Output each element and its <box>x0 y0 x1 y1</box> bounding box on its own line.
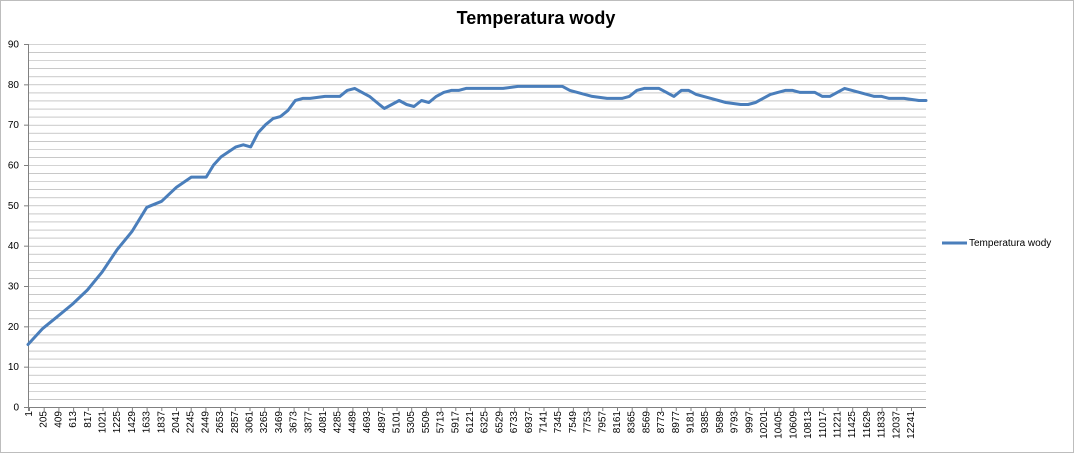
x-tick-label: 5509 <box>421 411 432 434</box>
x-tick-label: 11425 <box>847 411 858 439</box>
x-tick-label: 1 <box>24 411 35 417</box>
x-tick-label: 2653 <box>215 411 226 434</box>
x-tick-label: 2449 <box>200 411 211 434</box>
x-tick-label: 9793 <box>730 411 741 434</box>
x-tick-label: 7345 <box>553 411 564 434</box>
x-tick-label: 4897 <box>377 411 388 434</box>
y-tick-label: 40 <box>8 241 20 252</box>
legend-label: Temperatura wody <box>969 238 1051 249</box>
x-tick-label: 205 <box>39 411 50 428</box>
x-tick-label: 9997 <box>744 411 755 434</box>
x-tick-label: 10609 <box>788 411 799 439</box>
x-tick-label: 3877 <box>303 411 314 434</box>
x-tick-label: 7549 <box>568 411 579 434</box>
x-tick-label: 5305 <box>406 411 417 434</box>
gridlines <box>28 44 926 400</box>
x-tick-label: 6733 <box>509 411 520 434</box>
x-tick-label: 9385 <box>700 411 711 434</box>
legend: Temperatura wody <box>942 238 1051 249</box>
x-tick-label: 4081 <box>318 411 329 434</box>
x-tick-label: 2245 <box>186 411 197 434</box>
y-tick-label: 70 <box>8 120 20 131</box>
x-tick-label: 12037 <box>891 411 902 439</box>
x-tick-label: 1021 <box>98 411 109 434</box>
x-tick-label: 7753 <box>583 411 594 434</box>
x-tick-label: 6121 <box>465 411 476 434</box>
x-tick-label: 4489 <box>347 411 358 434</box>
x-tick-label: 5101 <box>392 411 403 434</box>
x-tick-label: 409 <box>53 411 64 428</box>
x-tick-label: 4285 <box>333 411 344 434</box>
x-tick-label: 4693 <box>362 411 373 434</box>
x-tick-label: 1429 <box>127 411 138 434</box>
y-tick-label: 60 <box>8 161 20 172</box>
x-tick-label: 11017 <box>818 411 829 439</box>
x-tick-label: 9589 <box>715 411 726 434</box>
x-tick-label: 6325 <box>480 411 491 434</box>
x-tick-label: 10201 <box>759 411 770 439</box>
x-tick-label: 2857 <box>230 411 241 434</box>
chart-title: Temperatura wody <box>457 8 616 28</box>
y-tick-label: 50 <box>8 201 20 212</box>
y-axis-tick-labels: 0 10 20 30 40 50 60 70 80 90 <box>8 40 20 414</box>
x-tick-label: 1633 <box>142 411 153 434</box>
x-tick-label: 11833 <box>877 411 888 439</box>
x-tick-label: 8977 <box>671 411 682 434</box>
x-tick-label: 613 <box>68 411 79 428</box>
x-tick-label: 3265 <box>259 411 270 434</box>
y-tick-label: 30 <box>8 282 20 293</box>
x-tick-label: 7141 <box>539 411 550 434</box>
x-tick-label: 8365 <box>627 411 638 434</box>
series-layer <box>26 84 928 346</box>
x-tick-label: 8569 <box>641 411 652 434</box>
x-tick-label: 6529 <box>494 411 505 434</box>
x-axis-tick-labels: 1 205 409 613 817 1021 1225 1429 1633 1837 2041 224… <box>24 411 917 439</box>
axes <box>24 44 926 411</box>
y-tick-label: 0 <box>13 403 19 414</box>
x-tick-label: 10813 <box>803 411 814 439</box>
y-tick-label: 10 <box>8 362 20 373</box>
x-tick-label: 2041 <box>171 411 182 434</box>
x-tick-label: 10405 <box>774 411 785 439</box>
x-tick-label: 11629 <box>862 411 873 439</box>
x-tick-label: 12241 <box>906 411 917 439</box>
x-tick-label: 3469 <box>274 411 285 434</box>
y-tick-label: 80 <box>8 80 20 91</box>
x-tick-label: 1225 <box>112 411 123 434</box>
x-tick-label: 5917 <box>450 411 461 434</box>
x-tick-label: 5713 <box>436 411 447 434</box>
x-tick-label: 1837 <box>156 411 167 434</box>
x-tick-label: 8161 <box>612 411 623 434</box>
x-tick-label: 11221 <box>833 411 844 439</box>
x-tick-label: 9181 <box>686 411 697 434</box>
x-tick-label: 817 <box>83 411 94 428</box>
x-tick-label: 3673 <box>289 411 300 434</box>
x-tick-label: 8773 <box>656 411 667 434</box>
x-tick-label: 6937 <box>524 411 535 434</box>
y-tick-label: 20 <box>8 322 20 333</box>
x-tick-label: 7957 <box>597 411 608 434</box>
y-tick-label: 90 <box>8 40 20 51</box>
x-tick-label: 3061 <box>245 411 256 434</box>
series-line-temperatura-wody <box>26 84 928 346</box>
